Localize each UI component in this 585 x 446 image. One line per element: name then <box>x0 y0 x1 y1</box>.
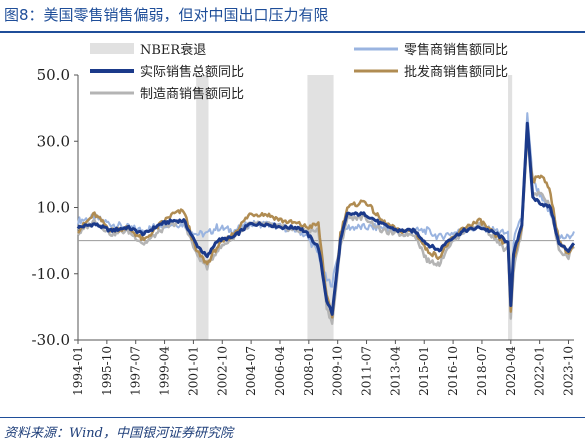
x-tick-label: 2020-04 <box>504 346 518 396</box>
x-tick-label: 2004-07 <box>244 346 258 396</box>
series-line-2 <box>76 121 576 316</box>
x-tick-label: 2016-10 <box>446 346 460 396</box>
x-tick-label: 1994-01 <box>71 346 85 396</box>
legend-label-4: 制造商销售额同比 <box>140 86 244 102</box>
footer-rule <box>0 417 585 418</box>
legend-label-recession: NBER衰退 <box>140 42 206 58</box>
x-tick-label: 2015-01 <box>417 346 431 396</box>
x-tick-label: 2009-10 <box>331 346 345 396</box>
y-tick-label: 10.0 <box>37 199 70 217</box>
legend-label-2: 实际销售总额同比 <box>140 64 244 80</box>
legend-label-1: 零售商销售额同比 <box>404 42 508 58</box>
y-tick-labels: 50.0 30.0 10.0 -10.0 -30.0 <box>32 66 70 349</box>
x-tick-label: 1995-10 <box>100 346 114 396</box>
legend-swatch-recession <box>90 43 134 54</box>
y-tick-label: -10.0 <box>32 265 70 283</box>
x-tick-label: 2013-04 <box>388 346 402 396</box>
title-rule <box>0 31 585 33</box>
x-tick-label: 2018-07 <box>475 346 489 396</box>
x-tick-label: 2006-04 <box>273 346 287 396</box>
y-tick-label: 50.0 <box>37 66 70 84</box>
recession-band <box>307 75 334 340</box>
x-tick-label: 2022-01 <box>533 346 547 396</box>
x-tick-label: 2023-10 <box>562 346 576 396</box>
recession-band <box>196 75 209 340</box>
legend-label-3: 批发商销售额同比 <box>404 64 508 80</box>
recession-shading <box>196 75 513 340</box>
x-tick-label: 1997-07 <box>129 346 143 396</box>
x-tick-labels: 1994-01 1995-10 1997-07 1999-04 2001-01 2002-… <box>71 346 576 396</box>
page-title: 图8：美国零售销售偏弱，但对中国出口压力有限 <box>4 6 329 24</box>
series-lines <box>76 112 576 325</box>
x-tick-label: 1999-04 <box>158 346 172 396</box>
axes <box>74 74 574 344</box>
y-tick-label: 30.0 <box>37 132 70 150</box>
x-tick-label: 2008-01 <box>302 346 316 396</box>
x-tick-label: 2011-07 <box>360 346 374 396</box>
y-tick-label: -30.0 <box>32 331 70 349</box>
source-note: 资料来源：Wind，中国银河证券研究院 <box>4 426 233 441</box>
x-tick-label: 2001-01 <box>186 346 200 396</box>
x-tick-label: 2002-10 <box>215 346 229 396</box>
recession-band <box>508 75 513 340</box>
